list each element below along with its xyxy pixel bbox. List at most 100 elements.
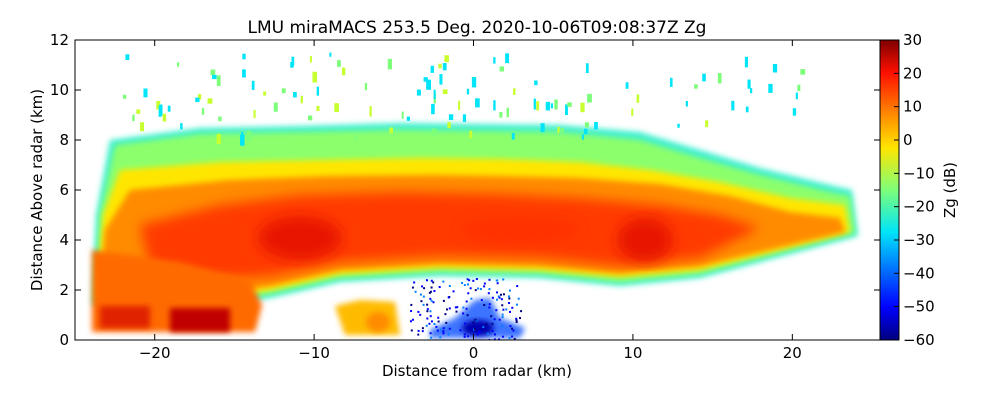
clutter-speckle	[509, 310, 512, 313]
echo-speckle	[493, 57, 496, 64]
clutter-speckle	[463, 335, 466, 338]
echo-speckle	[316, 105, 320, 112]
clutter-speckle	[488, 288, 491, 291]
echo-speckle	[536, 101, 540, 111]
clutter-speckle	[511, 306, 514, 309]
clutter-speckle	[426, 310, 429, 313]
echo-speckle	[685, 101, 689, 107]
clutter-speckle	[414, 290, 417, 293]
clutter-speckle	[448, 307, 451, 310]
echo-speckle	[430, 65, 434, 73]
clutter-speckle	[442, 299, 445, 302]
y-axis-label: Distance Above radar (km)	[28, 89, 46, 291]
echo-speckle	[594, 121, 598, 130]
x-tick-label: 10	[623, 344, 642, 362]
echo-speckle	[251, 80, 255, 90]
echo-speckle	[201, 107, 205, 115]
echo-speckle	[772, 64, 778, 73]
clutter-speckle	[477, 287, 480, 290]
echo-speckle	[557, 126, 560, 133]
clutter-speckle	[483, 285, 486, 288]
clutter-speckle	[501, 324, 504, 327]
clutter-speckle	[469, 287, 472, 290]
clutter-speckle	[429, 332, 432, 335]
echo-speckle	[406, 116, 410, 121]
x-tick-label: 20	[783, 344, 802, 362]
echo-speckle	[253, 109, 256, 119]
clutter-speckle	[442, 327, 445, 330]
clutter-speckle	[497, 295, 500, 298]
clutter-speckle	[515, 303, 518, 306]
echo-speckle	[475, 98, 480, 108]
echo-speckle	[308, 115, 313, 121]
echo-speckle	[433, 89, 436, 100]
clutter-speckle	[463, 333, 466, 336]
echo-speckle	[242, 53, 246, 60]
plot-area	[92, 52, 858, 340]
echo-speckle	[444, 55, 450, 63]
clutter-speckle	[520, 310, 523, 313]
clutter-speckle	[433, 290, 436, 293]
clutter-speckle	[430, 286, 433, 289]
clutter-speckle	[430, 279, 433, 282]
clutter-speckle	[422, 295, 425, 298]
echo-speckle	[554, 99, 558, 110]
core-left	[258, 216, 342, 260]
colorbar-tick-label: −40	[903, 264, 935, 282]
clutter-speckle	[502, 278, 505, 281]
echo-speckle	[364, 82, 368, 91]
clutter-speckle	[470, 297, 473, 300]
clutter-speckle	[500, 293, 503, 296]
y-tick-label: 0	[59, 331, 69, 349]
colorbar-tick-label: −10	[903, 164, 935, 182]
clutter-speckle	[432, 301, 435, 304]
clutter-speckle	[477, 331, 480, 334]
x-axis-ticks: −20 −10 0 10 20	[139, 40, 802, 362]
clutter-speckle	[429, 310, 432, 313]
echo-speckle	[717, 73, 722, 84]
echo-speckle	[136, 109, 141, 114]
clutter-speckle	[501, 316, 504, 319]
echo-speckle	[442, 89, 448, 95]
echo-speckle	[797, 84, 801, 92]
echo-speckle	[631, 108, 634, 117]
echo-speckle	[731, 100, 735, 111]
core-right	[617, 218, 673, 262]
echo-speckle	[749, 88, 753, 94]
clutter-speckle	[448, 327, 451, 330]
clutter-speckle	[488, 306, 491, 309]
echo-speckle	[581, 134, 584, 140]
colorbar-tick-label: 20	[903, 64, 922, 82]
echo-speckle	[587, 93, 592, 103]
clutter-speckle	[483, 304, 486, 307]
clutter-speckle	[500, 298, 503, 301]
echo-speckle	[240, 134, 245, 146]
y-tick-label: 4	[59, 231, 69, 249]
x-tick-label: −10	[298, 344, 330, 362]
echo-speckle	[442, 63, 447, 71]
clutter-speckle	[437, 320, 440, 323]
clutter-speckle	[467, 283, 470, 286]
clutter-speckle	[498, 338, 501, 340]
clutter-speckle	[442, 332, 445, 335]
clutter-speckle	[476, 333, 479, 336]
clutter-speckle	[501, 304, 504, 307]
clutter-speckle	[516, 285, 519, 288]
clutter-speckle	[447, 333, 450, 336]
echo-speckle	[438, 63, 442, 69]
echo-speckle	[584, 122, 589, 128]
clutter-speckle	[488, 278, 491, 281]
clutter-speckle	[428, 291, 431, 294]
clutter-speckle	[410, 310, 413, 313]
echo-speckle	[246, 130, 252, 142]
clutter-speckle	[472, 328, 475, 331]
echo-speckle	[744, 56, 749, 68]
clutter-speckle	[472, 279, 475, 282]
echo-speckle	[281, 88, 286, 94]
echo-speckle	[466, 88, 470, 95]
echo-speckle	[273, 102, 278, 112]
clutter-speckle	[442, 280, 445, 283]
echo-speckle	[560, 127, 564, 133]
clutter-speckle	[479, 288, 482, 291]
